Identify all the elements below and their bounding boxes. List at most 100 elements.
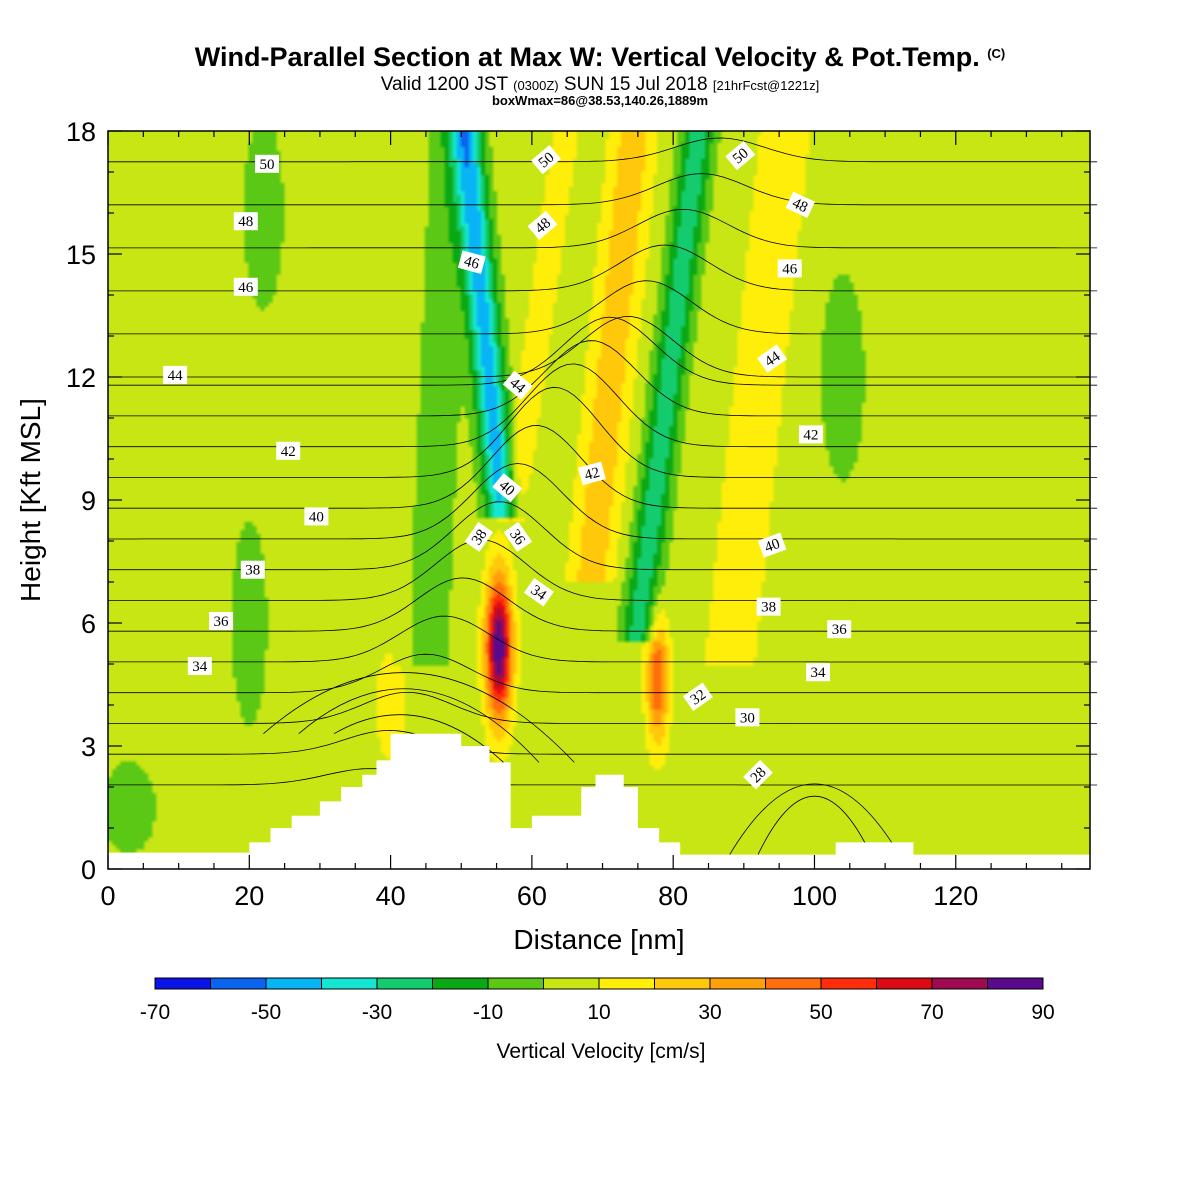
theta-label-text: 40 (763, 536, 783, 556)
theta-label-box (187, 657, 212, 675)
theta-label: 38 (756, 597, 781, 616)
theta-label-box (304, 507, 329, 526)
theta-label-box (735, 708, 760, 727)
theta-label-box (827, 620, 852, 639)
theta-label-text: 44 (168, 368, 184, 384)
colorbar-swatch (266, 978, 322, 989)
theta-label-text: 48 (790, 195, 810, 216)
theta-label-box (798, 425, 823, 444)
theta-label: 40 (492, 473, 523, 503)
theta-contour-line (108, 577, 1098, 632)
theta-contour-line (108, 316, 1098, 386)
theta-label: 42 (276, 441, 301, 460)
y-axis-title: Height [Kft MSL] (15, 398, 46, 602)
theta-label-box (209, 612, 233, 630)
velocity-field (108, 131, 1090, 869)
x-tick-label: 120 (933, 881, 978, 911)
colorbar-tick-label: -50 (251, 1001, 281, 1024)
y-tick-label: 12 (66, 363, 96, 393)
theta-label: 44 (757, 344, 788, 373)
theta-label-text: 42 (583, 465, 602, 484)
colorbar-swatch (210, 978, 267, 989)
theta-contour-line (263, 672, 575, 763)
y-tick-label: 18 (66, 117, 96, 147)
theta-label-text: 48 (238, 214, 253, 230)
theta-contour-line (729, 783, 900, 855)
valid-time-line: Valid 1200 JST (0300Z) SUN 15 Jul 2018 [… (0, 74, 1200, 96)
terrain (108, 733, 1090, 869)
theta-label: 46 (457, 250, 486, 274)
theta-contour-line (333, 714, 504, 763)
theta-label: 42 (577, 461, 606, 486)
chart-title-text: Wind-Parallel Section at Max W: Vertical… (194, 42, 980, 72)
colorbar-swatch (432, 978, 489, 989)
theta-label: 50 (531, 145, 561, 175)
theta-label: 40 (304, 507, 329, 526)
chart-title: Wind-Parallel Section at Max W: Vertical… (0, 42, 1200, 73)
theta-label: 48 (527, 210, 558, 240)
copyright-mark: (C) (987, 46, 1006, 61)
theta-label-box (577, 461, 606, 486)
theta-label-text: 30 (740, 710, 755, 726)
theta-label: 34 (806, 663, 830, 682)
colorbar-swatch (765, 978, 822, 989)
theta-label-box (785, 191, 815, 219)
theta-label-text: 46 (462, 253, 481, 272)
colorbar-swatch (488, 978, 544, 989)
theta-contour-line (108, 501, 1098, 571)
colorbar-swatch (377, 978, 433, 989)
theta-label: 36 (827, 620, 852, 639)
theta-labels: 50 48 46 44 42 40 38 36 34 50 48 46 44 42 40 38 36 34 50 48… (163, 140, 852, 790)
theta-label-box (464, 521, 494, 552)
colorbar: -70 -50 -30 -10 10 30 50 70 90 Vertical Velocity … (140, 977, 1055, 1063)
theta-contour-line (298, 688, 540, 763)
colorbar-tick-label: 50 (809, 1001, 832, 1024)
theta-contour-line (108, 173, 1098, 206)
theta-contour-line (108, 425, 1098, 509)
theta-label-box (757, 532, 787, 558)
colorbar-tick-label: 30 (698, 1001, 721, 1024)
theta-label-box (457, 250, 486, 274)
theta-label: 38 (464, 521, 494, 552)
colorbar-swatch (321, 978, 378, 989)
x-tick-label: 40 (376, 881, 406, 911)
x-tick-label: 100 (792, 881, 837, 911)
velocity-field-image (108, 131, 1090, 869)
theta-label-box (757, 344, 788, 373)
theta-label-box (523, 578, 554, 607)
colorbar-swatch (543, 978, 600, 989)
colorbar-swatch (599, 978, 655, 989)
theta-label-text: 50 (260, 157, 275, 173)
theta-label-box (163, 365, 188, 384)
theta-contour-line (108, 363, 1098, 448)
theta-label-text: 38 (761, 600, 776, 616)
theta-label: 48 (785, 191, 815, 219)
theta-contour-line (757, 796, 872, 855)
colorbar-swatch (710, 978, 766, 989)
theta-label: 38 (240, 560, 265, 579)
colorbar-title: Vertical Velocity [cm/s] (497, 1040, 706, 1063)
colorbar-tick-label: -70 (140, 1001, 170, 1024)
theta-contour-line (108, 386, 1098, 478)
theta-label: 34 (523, 578, 554, 607)
theta-label-text: 36 (832, 622, 848, 638)
boxwmax-line: boxWmax=86@38.53,140.26,1889m (491, 93, 709, 108)
colorbar-swatch (932, 978, 988, 989)
y-tick-label: 0 (81, 855, 96, 885)
x-tick-label: 80 (658, 881, 688, 911)
colorbar-tick-label: 70 (920, 1001, 943, 1024)
y-tick-label: 6 (81, 609, 96, 639)
theta-label-text: 42 (281, 444, 296, 460)
theta-label-text: 36 (214, 614, 230, 630)
colorbar-tick-label: -10 (473, 1001, 503, 1024)
theta-label: 42 (798, 425, 823, 444)
x-tick-label: 0 (100, 881, 115, 911)
theta-label: 32 (682, 682, 713, 712)
theta-label: 46 (233, 277, 258, 296)
theta-label: 40 (757, 532, 787, 558)
valid-date: SUN 15 Jul 2018 (563, 74, 708, 95)
theta-label: 30 (735, 708, 760, 727)
theta-label: 50 (255, 154, 279, 173)
theta-label-box (756, 597, 781, 616)
